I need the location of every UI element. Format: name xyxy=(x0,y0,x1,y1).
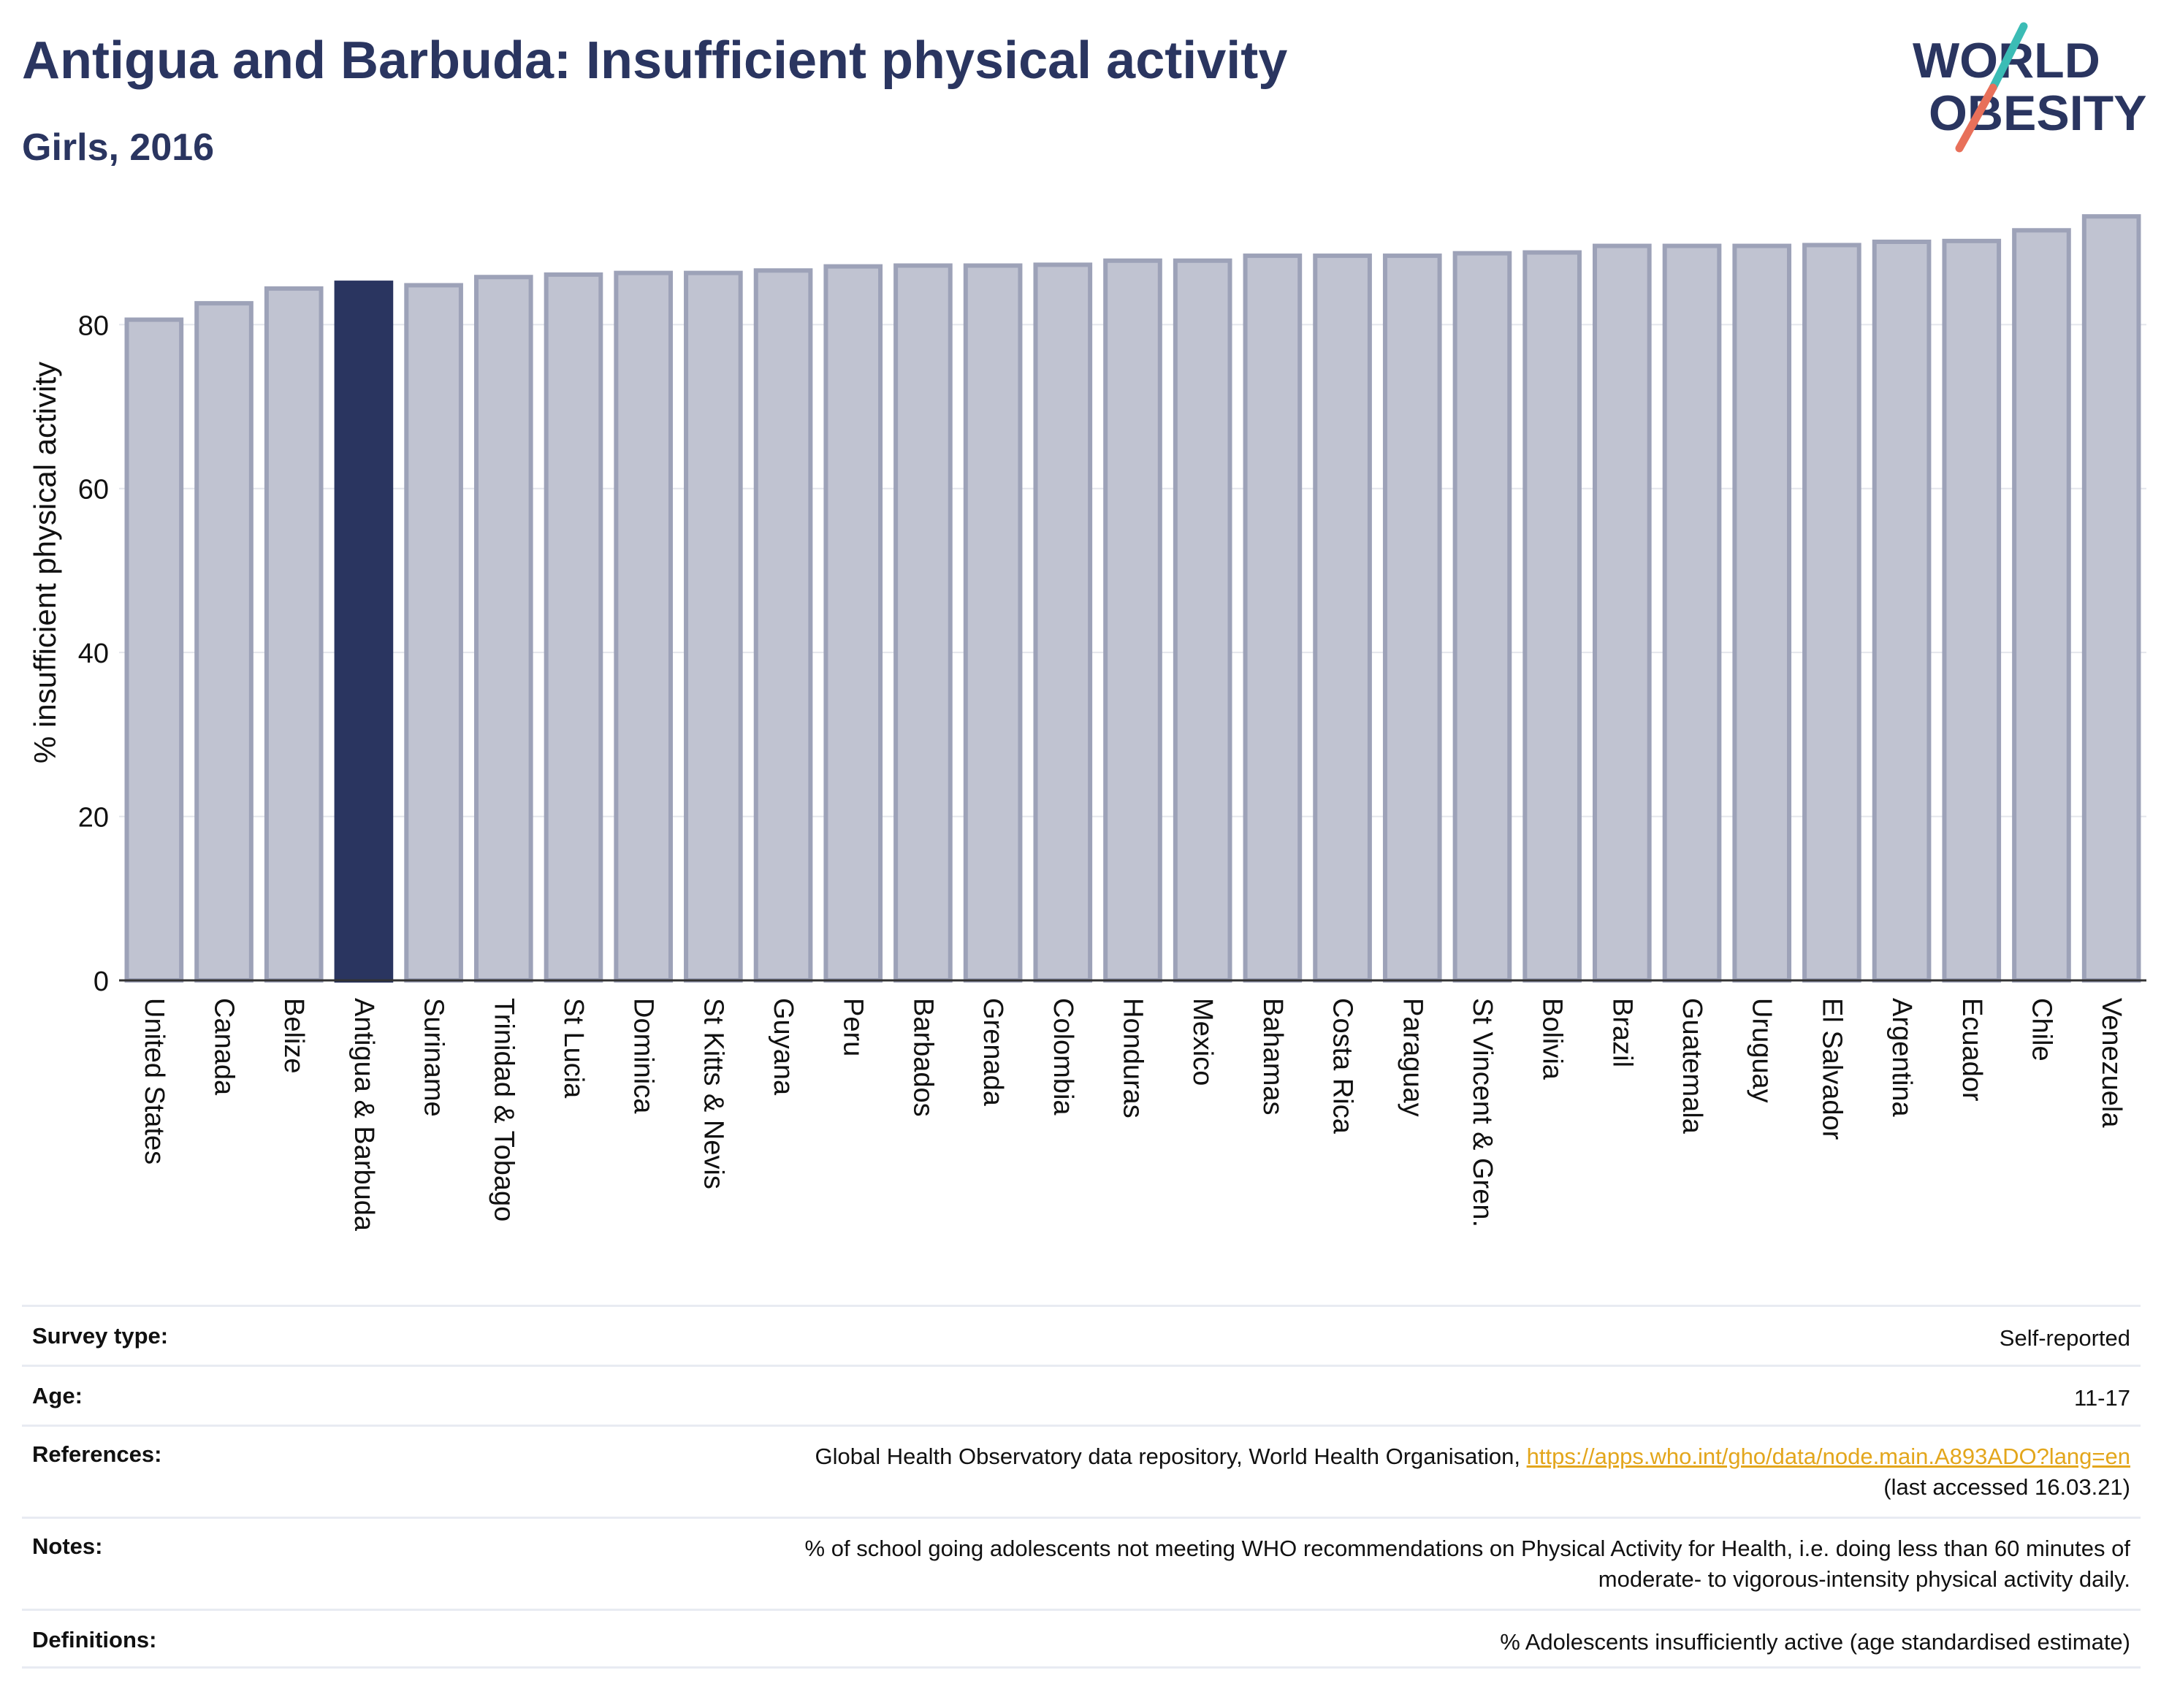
x-tick-label: Ecuador xyxy=(1956,998,1987,1102)
meta-key: Survey type: xyxy=(32,1323,169,1349)
meta-value: 11-17 xyxy=(2074,1385,2130,1411)
meta-value: Self-reported xyxy=(1999,1325,2130,1351)
x-tick-label: Paraguay xyxy=(1397,998,1428,1117)
x-tick-label: Bahamas xyxy=(1257,998,1288,1116)
x-tick-label: Belize xyxy=(278,998,309,1074)
bar xyxy=(963,263,1023,983)
x-tick-label: Peru xyxy=(838,998,869,1056)
x-tick-label: St Kitts & Nevis xyxy=(698,998,728,1189)
bar xyxy=(124,317,184,983)
bar xyxy=(404,283,463,983)
y-tick-labels: 0 20 40 60 80 xyxy=(78,310,109,997)
x-tick-label: Mexico xyxy=(1187,998,1218,1086)
x-tick-label: Brazil xyxy=(1607,998,1637,1067)
y-tick-label: 20 xyxy=(78,803,109,834)
world-obesity-logo: WORLD OBESITY xyxy=(1913,22,2147,153)
y-tick-label: 0 xyxy=(94,967,109,997)
references-link[interactable]: https://apps.who.int/gho/data/node.main.… xyxy=(1526,1444,2130,1469)
meta-value: Global Health Observatory data repositor… xyxy=(815,1441,2130,1503)
bar xyxy=(1802,243,1861,983)
bars xyxy=(124,214,2141,983)
bar xyxy=(1522,250,1582,983)
y-axis-label: % insufficient physical activity xyxy=(28,362,62,763)
meta-row-survey-type: Survey type: Self-reported xyxy=(22,1305,2141,1365)
bar xyxy=(264,286,324,983)
x-tick-label: Barbados xyxy=(907,998,938,1117)
x-tick-label: Venezuela xyxy=(2096,998,2127,1128)
meta-key: Definitions: xyxy=(32,1627,157,1652)
bar-highlight xyxy=(334,281,394,983)
bar xyxy=(1243,253,1303,983)
x-tick-label: Costa Rica xyxy=(1327,998,1358,1135)
meta-row-age: Age: 11-17 xyxy=(22,1365,2141,1425)
x-tick-label: Trinidad & Tobago xyxy=(488,998,519,1221)
meta-row-references: References: Global Health Observatory da… xyxy=(22,1425,2141,1517)
bar xyxy=(614,270,673,983)
x-tick-label: Argentina xyxy=(1886,998,1917,1118)
x-tick-label: Suriname xyxy=(419,998,449,1117)
x-tick-label: Uruguay xyxy=(1747,998,1777,1103)
x-tick-label: Honduras xyxy=(1118,998,1148,1118)
x-tick-label: Colombia xyxy=(1048,998,1078,1116)
logo-slash-teal xyxy=(1989,22,2028,92)
bar xyxy=(473,275,533,983)
bar xyxy=(194,301,254,983)
y-tick-label: 40 xyxy=(78,638,109,669)
bar xyxy=(1662,243,1722,983)
references-text: Global Health Observatory data repositor… xyxy=(815,1444,1527,1469)
x-tick-label: St Vincent & Gren. xyxy=(1467,998,1498,1227)
page-title: Antigua and Barbuda: Insufficient physic… xyxy=(22,31,1288,90)
bar xyxy=(2012,228,2071,983)
bar xyxy=(1593,243,1652,983)
x-tick-label: Bolivia xyxy=(1537,998,1568,1080)
bar xyxy=(1942,238,2002,983)
x-tick-label: United States xyxy=(139,998,169,1164)
bar xyxy=(1103,258,1162,983)
meta-key: Notes: xyxy=(32,1533,103,1559)
x-tick-label: Chile xyxy=(2026,998,2057,1061)
bar xyxy=(2081,214,2141,983)
bar-chart: 0 20 40 60 80 United States Canada Belize Antig… xyxy=(28,214,2146,1232)
x-tick-label: Guyana xyxy=(768,998,799,1096)
bar xyxy=(684,270,743,983)
x-tick-label: St Lucia xyxy=(558,998,589,1099)
x-tick-labels: United States Canada Belize Antigua & Barbu… xyxy=(139,998,2127,1232)
y-tick-label: 60 xyxy=(78,475,109,506)
x-tick-label: Guatemala xyxy=(1677,998,1707,1135)
meta-value: % of school going adolescents not meetin… xyxy=(805,1533,2130,1595)
bar xyxy=(1173,258,1232,983)
bar xyxy=(753,268,813,983)
meta-row-definitions: Definitions: % Adolescents insufficientl… xyxy=(22,1609,2141,1669)
x-tick-label: Canada xyxy=(209,998,240,1096)
bar xyxy=(823,264,883,983)
references-accessed: (last accessed 16.03.21) xyxy=(1883,1474,2130,1500)
bar xyxy=(893,263,953,983)
logo-slash-coral xyxy=(1955,83,1997,153)
notes-line-1: % of school going adolescents not meetin… xyxy=(804,1536,2130,1561)
metadata-table: Survey type: Self-reported Age: 11-17 Re… xyxy=(22,1305,2141,1669)
x-tick-label: El Salvador xyxy=(1816,998,1847,1140)
x-tick-label: Grenada xyxy=(977,998,1008,1107)
bar xyxy=(1033,262,1093,983)
meta-value: % Adolescents insufficiently active (age… xyxy=(1500,1629,2130,1655)
bar xyxy=(1452,251,1512,983)
meta-key: Age: xyxy=(32,1383,83,1408)
meta-row-notes: Notes: % of school going adolescents not… xyxy=(22,1517,2141,1609)
notes-line-2: moderate- to vigorous-intensity physical… xyxy=(1598,1566,2130,1592)
bar xyxy=(1313,253,1372,983)
x-tick-label: Dominica xyxy=(628,998,659,1114)
bar xyxy=(1732,243,1792,983)
bar xyxy=(1382,253,1442,983)
x-tick-label: Antigua & Barbuda xyxy=(348,998,379,1232)
bar xyxy=(544,272,603,983)
meta-key: References: xyxy=(32,1441,162,1467)
bar xyxy=(1872,239,1932,983)
y-tick-label: 80 xyxy=(78,310,109,341)
page-subtitle: Girls, 2016 xyxy=(22,126,215,169)
